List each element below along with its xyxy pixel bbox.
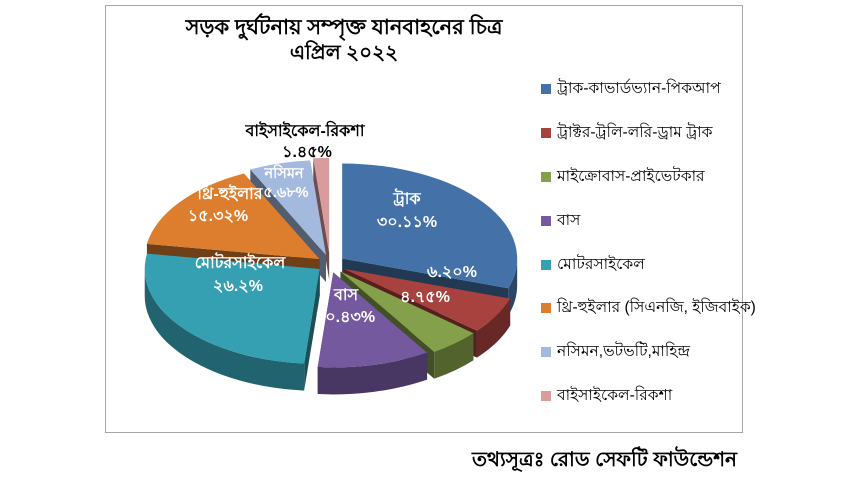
pie-slice-3 [317,272,428,368]
legend-item-3: বাস [541,199,743,243]
legend-label: মোটরসাইকেল [557,255,645,273]
pie-slice-1-arc-wall [476,298,511,358]
pie-label-pct-7: ১.৪৫% [282,144,332,161]
pie-slice-7-radial-wall-0 [313,158,330,280]
legend-swatch-icon [541,171,551,182]
legend-label: নসিমন,ভটভটি,মাহিন্দ্র [557,343,691,361]
legend-swatch-icon [541,215,551,226]
legend-item-1: ট্রাক্টর-ট্রলি-লরি-ড্রাম ট্রাক [541,111,743,155]
legend-swatch-icon [541,303,551,314]
legend-swatch-icon [541,83,551,94]
legend-label: থ্রি-হুইলার (সিএনজি, ইজিবাইক) [557,299,756,317]
pie-slice-4 [144,253,320,364]
legend-item-4: মোটরসাইকেল [541,243,743,287]
source-text: তথ্যসূত্রঃ রোড সেফটি ফাউন্ডেশন [472,449,737,471]
pie-label-name-6: নসিমন [263,163,304,182]
legend-label: ট্রাক্টর-ট্রলি-লরি-ড্রাম ট্রাক [557,123,713,141]
legend-item-7: বাইসাইকেল-রিকশা [541,374,743,418]
pie-label-pct-5: ১৫.৩২% [188,208,248,225]
pie-label-pct-3: ১০.৪৩% [315,309,375,326]
pie-slice-0 [342,163,518,289]
pie-label-pct-4: ২৬.২% [213,278,263,295]
legend-item-6: নসিমন,ভটভটি,মাহিন্দ্র [541,330,743,374]
pie-slice-5 [146,173,320,260]
pie-label-pct-6: ৫.৬৮% [263,185,308,201]
legend-swatch-icon [541,259,551,270]
pie-slice-3-arc-wall [317,352,428,395]
legend: ট্রাক-কাভার্ডভ্যান-পিকআপ ট্রাক্টর-ট্রলি-ল… [541,67,756,418]
pie-label-name-4: মোটরসাইকেল [195,252,287,272]
legend-label: বাস [557,211,581,229]
pie-label-name-7: বাইসাইকেল-রিকশা [245,120,366,140]
pie-slice-2-arc-wall [434,333,474,379]
chart-title: সড়ক দুর্ঘটনায় সম্পৃক্ত যানবাহনের চিত্র [185,16,503,39]
pie-slice-4-arc-wall [144,268,305,391]
pie-label-pct-1: ৬.২০% [427,264,477,281]
pie-slice-4-radial-wall-0 [304,268,320,391]
legend-item-2: মাইক্রোবাস-প্রাইভেটকার [541,155,743,199]
legend-swatch-icon [541,347,551,358]
pie-label-name-5: থ্রি-হুইলার [196,183,263,203]
chart-subtitle: এপ্রিল ২০২২ [289,42,399,64]
pie-label-pct-2: ৪.৭৫% [400,289,450,306]
pie-slice-2 [340,271,474,352]
pie-slice-1 [343,268,511,331]
legend-swatch-icon [541,127,551,138]
pie-slice-0-arc-wall [508,258,518,316]
pie-slice-6 [250,160,327,256]
legend-swatch-icon [541,391,551,402]
legend-item-0: ট্রাক-কাভার্ডভ্যান-পিকআপ [541,67,743,111]
legend-item-5: থ্রি-হুইলার (সিএনজি, ইজিবাইক) [541,286,756,330]
legend-label: বাইসাইকেল-রিকশা [557,387,673,405]
pie-label-name-0: ট্রাক [392,188,421,208]
pie-label-pct-0: ৩০.১১% [377,214,437,231]
pie-label-name-3: বাস [333,287,360,304]
legend-label: ট্রাক-কাভার্ডভ্যান-পিকআপ [557,79,721,97]
legend-label: মাইক্রোবাস-প্রাইভেটকার [557,167,705,185]
pie-slice-7 [313,157,330,253]
